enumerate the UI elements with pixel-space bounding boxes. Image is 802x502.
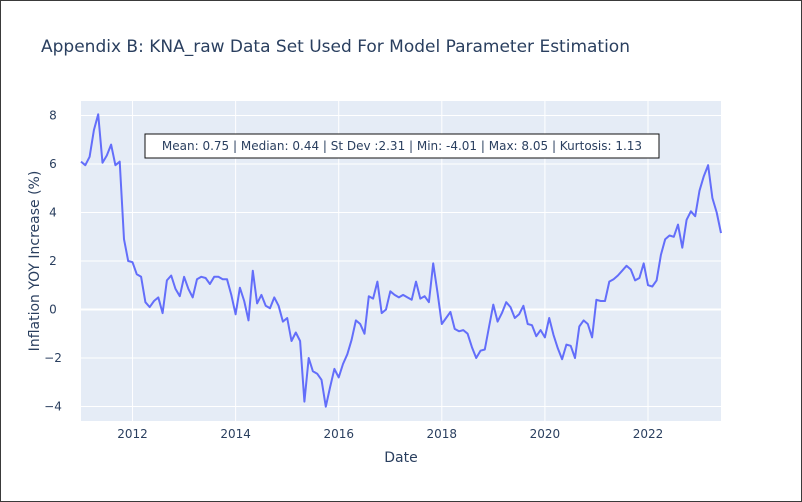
x-tick-label: 2018	[427, 427, 458, 441]
y-axis-title: Inflation YOY Increase (%)	[27, 171, 43, 352]
x-axis-title: Date	[384, 450, 417, 466]
stats-annotation: Mean: 0.75 | Median: 0.44 | St Dev :2.31…	[162, 139, 642, 153]
y-tick-label: −4	[44, 399, 62, 413]
y-tick-label: 2	[49, 254, 57, 268]
x-tick-label: 2016	[323, 427, 354, 441]
y-tick-label: 0	[49, 302, 57, 316]
x-tick-label: 2012	[117, 427, 148, 441]
x-tick-label: 2014	[220, 427, 251, 441]
chart-title: Appendix B: KNA_raw Data Set Used For Mo…	[41, 37, 630, 57]
x-tick-label: 2020	[530, 427, 561, 441]
x-tick-label: 2022	[633, 427, 664, 441]
y-tick-label: 8	[49, 109, 57, 123]
y-tick-label: −2	[44, 351, 62, 365]
y-tick-label: 4	[49, 206, 57, 220]
y-tick-label: 6	[49, 157, 57, 171]
